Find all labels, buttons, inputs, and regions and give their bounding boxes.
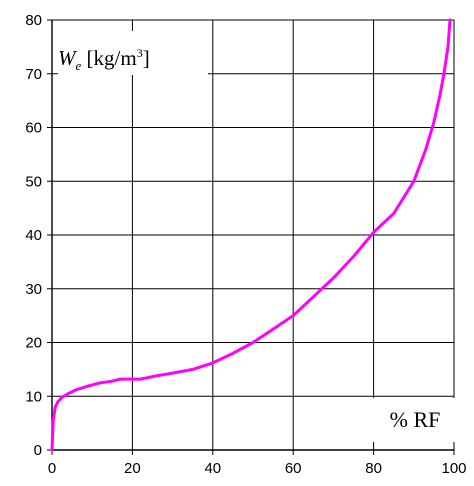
- y-tick-label-70: 70: [25, 66, 42, 83]
- y-tick-label-20: 20: [25, 335, 42, 352]
- x-tick-label-80: 80: [365, 460, 382, 477]
- y-axis-unit-power: 3: [136, 46, 143, 60]
- y-tick-label-0: 0: [34, 442, 42, 459]
- x-tick-label-40: 40: [204, 460, 221, 477]
- x-tick-label-0: 0: [48, 460, 56, 477]
- y-tick-label-30: 30: [25, 281, 42, 298]
- y-tick-label-80: 80: [25, 12, 42, 29]
- tick-labels: 0 20 40 60 80 100 0 10 20 30 40 50 60 70 80: [25, 12, 466, 477]
- data-series: [50, 18, 452, 452]
- grid-lines: [52, 19, 455, 450]
- series-line-0: [50, 18, 452, 452]
- y-axis-label: We [kg/m3]: [58, 31, 208, 75]
- y-tick-label-50: 50: [25, 173, 42, 190]
- x-tick-label-60: 60: [285, 460, 302, 477]
- x-axis-label: % RF: [372, 398, 458, 442]
- x-tick-label-20: 20: [124, 460, 141, 477]
- x-tick-label-100: 100: [441, 460, 466, 477]
- y-axis-subscript: e: [75, 58, 82, 74]
- y-tick-label-60: 60: [25, 120, 42, 137]
- y-tick-label-10: 10: [25, 388, 42, 405]
- y-axis-symbol: W: [58, 46, 76, 70]
- axes: [47, 19, 455, 455]
- y-axis-unit-suffix: ]: [142, 46, 150, 70]
- y-axis-unit-prefix: [kg/m: [86, 46, 137, 70]
- y-tick-label-40: 40: [25, 227, 42, 244]
